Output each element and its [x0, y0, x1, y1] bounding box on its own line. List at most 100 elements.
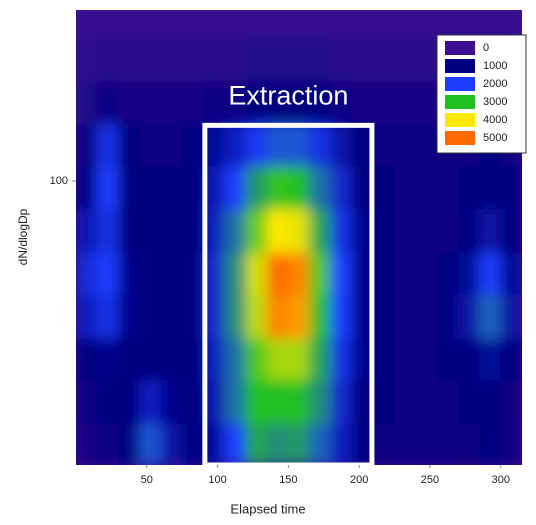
heatmap-cell — [351, 422, 374, 465]
heatmap-cell — [309, 337, 332, 381]
heatmap-cell — [266, 122, 289, 167]
heatmap-cell — [266, 422, 289, 465]
legend-swatch — [445, 59, 475, 73]
heatmap-cell — [330, 252, 353, 295]
heatmap-cell — [500, 208, 522, 254]
heatmap-cell — [139, 422, 162, 465]
heatmap-cell — [394, 379, 417, 424]
heatmap-cell — [202, 79, 226, 124]
heatmap-cell — [457, 252, 481, 295]
heatmap-cell — [202, 293, 226, 339]
heatmap-cell — [245, 252, 268, 295]
heatmap-cell — [224, 122, 247, 167]
heatmap-cell — [117, 165, 141, 210]
heatmap-cell — [139, 337, 162, 381]
heatmap-cell — [372, 379, 396, 424]
heatmap-cell — [224, 79, 247, 124]
heatmap-cell — [117, 79, 141, 124]
heatmap-cell — [202, 10, 226, 39]
heatmap-cell — [202, 337, 226, 381]
heatmap-cell — [160, 165, 183, 210]
heatmap-cell — [372, 37, 396, 81]
heatmap-cell — [181, 252, 204, 295]
heatmap-cell — [160, 122, 183, 167]
x-axis-label: Elapsed time — [230, 501, 305, 516]
heatmap-cell — [245, 10, 268, 39]
heatmap-cell — [224, 379, 247, 424]
heatmap-cell — [394, 422, 417, 465]
heatmap-cell — [415, 252, 438, 295]
heatmap-cell — [330, 379, 353, 424]
legend-swatch — [445, 41, 475, 55]
legend-swatch — [445, 113, 475, 127]
x-tick-label: 250 — [421, 474, 439, 486]
heatmap-cell — [76, 10, 98, 39]
heatmap-cell — [117, 37, 141, 81]
heatmap-cell — [287, 37, 311, 81]
heatmap-cell — [436, 293, 459, 339]
heatmap-cell — [224, 337, 247, 381]
heatmap-cell — [372, 337, 396, 381]
heatmap-cell — [181, 293, 204, 339]
heatmap-cell — [436, 379, 459, 424]
heatmap-cell — [245, 79, 268, 124]
heatmap-cell — [415, 337, 438, 381]
x-tick-label: 200 — [350, 474, 368, 486]
heatmap-cell — [330, 293, 353, 339]
heatmap-cell — [415, 79, 438, 124]
heatmap-cell — [287, 293, 311, 339]
heatmap-cell — [479, 293, 502, 339]
heatmap-cell — [160, 208, 183, 254]
heatmap-cell — [351, 337, 374, 381]
heatmap-cell — [160, 79, 183, 124]
heatmap-cell — [181, 10, 204, 39]
heatmap-cell — [160, 293, 183, 339]
heatmap-cell — [139, 379, 162, 424]
heatmap-cell — [96, 165, 119, 210]
heatmap-cell — [372, 165, 396, 210]
legend-label: 1000 — [483, 60, 507, 72]
heatmap-cell — [245, 37, 268, 81]
heatmap-cell — [309, 122, 332, 167]
heatmap-cell — [500, 293, 522, 339]
heatmap-cell — [96, 379, 119, 424]
heatmap-cell — [76, 79, 98, 124]
heatmap-cell — [139, 10, 162, 39]
heatmap-cell — [224, 165, 247, 210]
heatmap-cell — [287, 208, 311, 254]
heatmap-cell — [181, 208, 204, 254]
heatmap-cell — [202, 208, 226, 254]
y-tick-label: 100 — [50, 175, 68, 187]
heatmap-cell — [76, 122, 98, 167]
legend-label: 2000 — [483, 78, 507, 90]
heatmap-cell — [457, 165, 481, 210]
heatmap-cell — [117, 208, 141, 254]
heatmap-cell — [500, 252, 522, 295]
heatmap-cell — [479, 208, 502, 254]
heatmap-cell — [330, 10, 353, 39]
heatmap-cell — [330, 165, 353, 210]
heatmap-cell — [224, 252, 247, 295]
heatmap-cell — [372, 122, 396, 167]
heatmap-cell — [479, 379, 502, 424]
heatmap-cell — [181, 79, 204, 124]
heatmap-cell — [415, 208, 438, 254]
heatmap-cell — [309, 293, 332, 339]
heatmap-cell — [224, 37, 247, 81]
heatmap-cell — [96, 422, 119, 465]
heatmap-cell — [457, 337, 481, 381]
heatmap-cell — [96, 337, 119, 381]
heatmap-cell — [394, 293, 417, 339]
heatmap-cell — [309, 10, 332, 39]
x-tick-label: 100 — [208, 474, 226, 486]
heatmap-cell — [287, 165, 311, 210]
heatmap-cell — [96, 79, 119, 124]
heatmap-cell — [457, 10, 481, 39]
heatmap-cell — [415, 37, 438, 81]
heatmap-cell — [287, 379, 311, 424]
heatmap-cell — [266, 10, 289, 39]
heatmap-cell — [117, 379, 141, 424]
heatmap-cell — [117, 252, 141, 295]
heatmap-cell — [245, 422, 268, 465]
heatmap-cell — [139, 208, 162, 254]
